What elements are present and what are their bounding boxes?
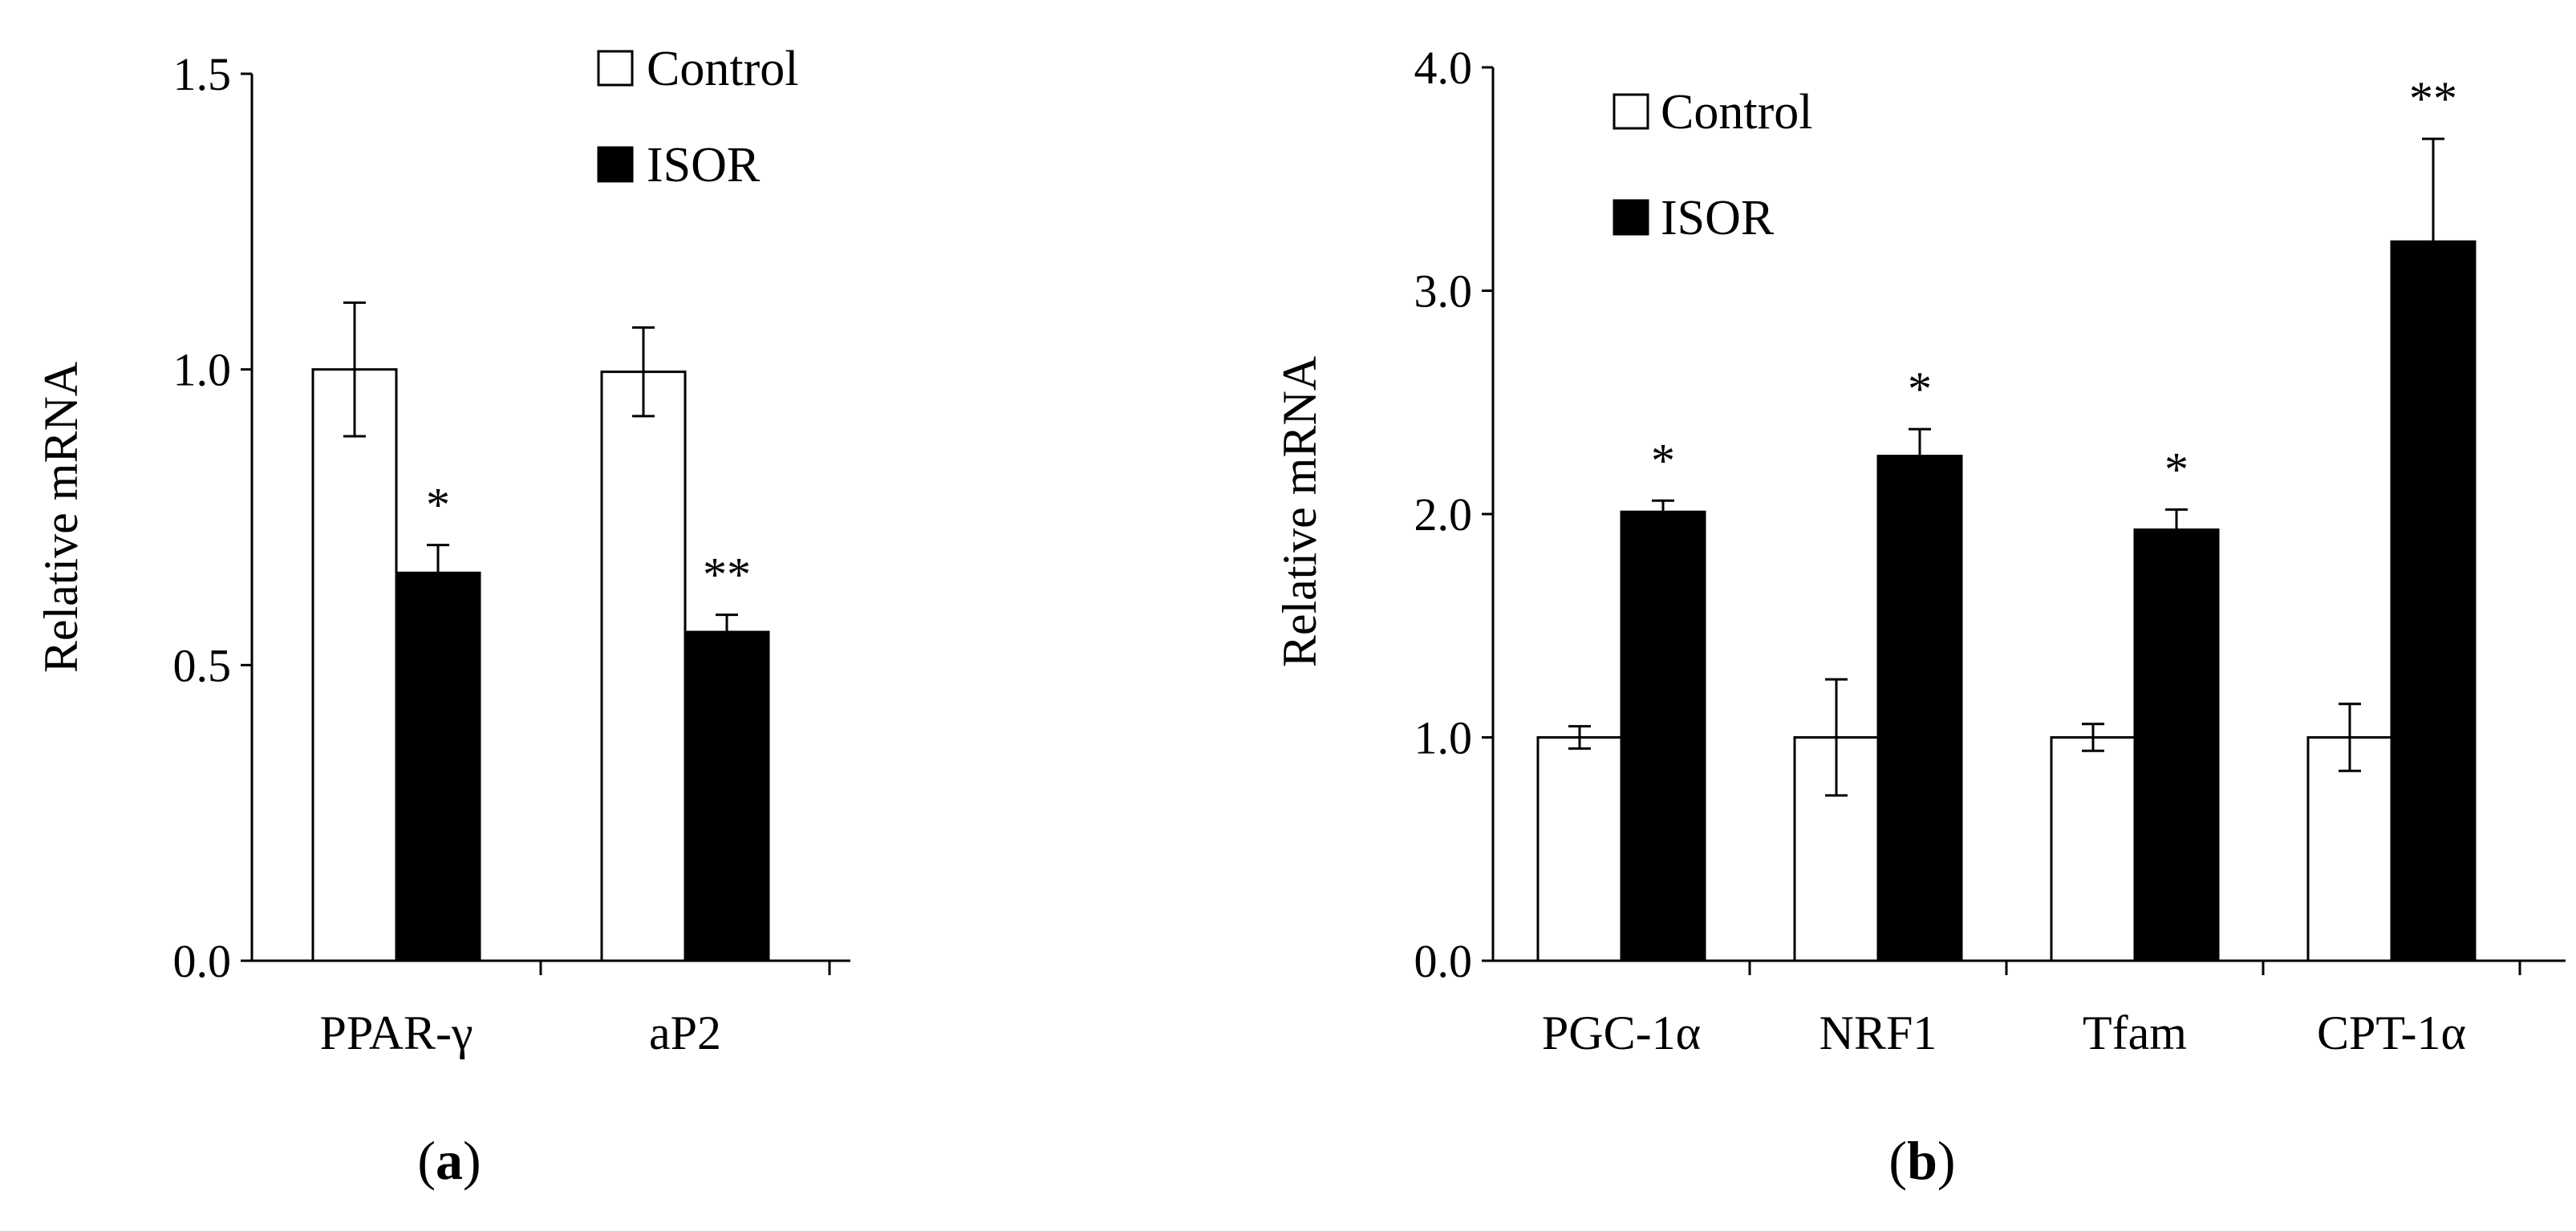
legend: Control ISOR (1613, 85, 1812, 245)
legend-label-control: Control (1661, 85, 1812, 140)
legend-label-isor: ISOR (1661, 191, 1775, 245)
y-tick-label: 3.0 (1414, 265, 1473, 318)
legend: Control ISOR (597, 42, 798, 192)
bar-isor-pgc-1 (1620, 510, 1706, 962)
y-tick-label: 1.0 (173, 344, 232, 396)
chart-panel-b: 0.0 1.0 2.0 3.0 4.0 Relative mRNA * PGC-1α * NRF1… (1273, 42, 2566, 1191)
legend-label-isor: ISOR (647, 138, 761, 192)
y-tick-label: 1.0 (1414, 712, 1473, 764)
bar-isor-nrf1 (1876, 455, 1963, 962)
bar-isor-cpt-1 (2390, 240, 2477, 962)
y-tick-label: 2.0 (1414, 488, 1473, 541)
significance-mark: * (2164, 443, 2189, 496)
bar-control-ppar (311, 368, 398, 962)
y-tick-label: 0.0 (1414, 935, 1473, 987)
x-category-label: aP2 (649, 1006, 721, 1059)
y-tick-label: 1.5 (173, 48, 232, 100)
significance-mark: ** (703, 549, 751, 601)
bar-isor-ppar (395, 571, 481, 962)
x-category-label: CPT-1α (2317, 1006, 2466, 1059)
significance-mark: * (1651, 434, 1675, 487)
bar-control-pgc-1 (1536, 736, 1623, 962)
significance-mark: * (426, 479, 450, 532)
bar-control-tfam (2050, 736, 2136, 962)
bar-isor-ap2 (684, 630, 770, 962)
significance-mark: * (1908, 362, 1932, 415)
x-category-label: Tfam (2083, 1006, 2187, 1059)
panel-label: (b) (1888, 1130, 1955, 1191)
legend-swatch-control (1613, 93, 1649, 130)
significance-mark: ** (2409, 72, 2457, 125)
bar-control-ap2 (600, 371, 687, 962)
x-category-label: PPAR-γ (319, 1006, 473, 1059)
legend-swatch-isor (1613, 199, 1649, 236)
y-tick-label: 0.0 (173, 935, 232, 987)
legend-label-control: Control (647, 42, 798, 96)
bar-control-cpt-1 (2306, 736, 2393, 962)
chart-panel-a: 0.0 0.5 1.0 1.5 Relative mRNA * PPAR-γ ** aP2 Con… (34, 42, 850, 1191)
y-tick-label: 4.0 (1414, 42, 1473, 94)
x-category-label: NRF1 (1819, 1006, 1937, 1059)
panel-label: (a) (417, 1130, 481, 1191)
legend-swatch-control (597, 50, 634, 87)
legend-swatch-isor (597, 146, 634, 183)
bar-isor-tfam (2133, 528, 2220, 962)
y-axis-title: Relative mRNA (1273, 356, 1326, 667)
y-tick-label: 0.5 (173, 639, 232, 691)
x-category-label: PGC-1α (1542, 1006, 1701, 1059)
y-axis-title: Relative mRNA (34, 362, 87, 673)
